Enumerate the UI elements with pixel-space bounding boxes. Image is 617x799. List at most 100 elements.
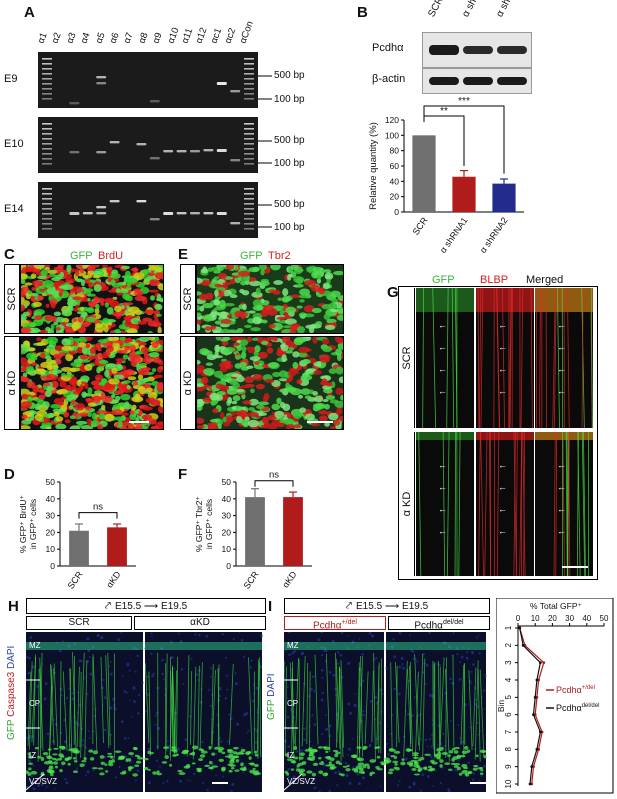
data-point — [535, 678, 539, 682]
data-point — [542, 661, 546, 665]
y-tick-label: 5 — [504, 695, 513, 700]
gel-band — [109, 141, 120, 144]
y-tick-label: 8 — [504, 747, 513, 752]
zone-label: CP — [287, 699, 298, 708]
injection-icon-h: ⤤ — [104, 600, 112, 612]
series-line — [519, 627, 545, 785]
y-axis-label: % GFP⁺ Tbr2⁺ — [194, 495, 204, 552]
y-tick-label: 40 — [390, 176, 400, 186]
gel-band — [190, 212, 200, 215]
arrow-icon: ← — [557, 482, 566, 492]
gel-band — [96, 76, 107, 79]
y-tick-label: 20 — [390, 192, 400, 202]
zone-label: MZ — [287, 641, 299, 650]
row-label-box-e-scr: SCR — [180, 264, 196, 334]
y-axis-label: in GFP⁺ cells — [28, 499, 38, 549]
gel-lane-label: α10 — [165, 26, 182, 45]
panel-label-a: A — [24, 4, 35, 21]
marker-100-e10: 100 bp — [274, 158, 305, 169]
panel-label-g: G — [387, 284, 399, 301]
gel-lane-label: α2 — [50, 31, 65, 45]
gel-band — [149, 100, 160, 103]
micrograph-c-kd — [20, 336, 164, 430]
y-tick-label: 100 — [385, 130, 399, 140]
gel-band — [96, 212, 107, 215]
gel-lane-label: α1 — [35, 31, 50, 45]
g-col-gfp: GFP — [432, 274, 455, 286]
arrow-icon: ← — [438, 386, 447, 396]
gel-lane-label: α7 — [122, 31, 137, 45]
stain-gfp-e: GFP — [240, 250, 263, 262]
western-blot-actin — [422, 68, 532, 94]
data-point — [530, 765, 534, 769]
y-tick-label: 0 — [226, 561, 231, 571]
data-point — [521, 643, 525, 647]
bar — [69, 530, 89, 566]
stain-gfp-c: GFP — [70, 250, 93, 262]
data-point — [538, 661, 542, 665]
marker-100-e14: 100 bp — [274, 222, 305, 233]
y-tick-label: 10 — [46, 544, 56, 554]
arrow-icon: ← — [557, 364, 566, 374]
blot-col-shrna2: α shRNA2 — [494, 0, 525, 19]
i-col-homo: Pcdhαdel/del — [388, 616, 490, 631]
injection-icon-i: ⤤ — [345, 600, 353, 612]
i-col-het: Pcdhα+/del — [284, 616, 386, 631]
row-label-box-c-scr: SCR — [4, 264, 20, 334]
timeline-i: ⤤ E15.5 ⟶ E19.5 — [284, 598, 490, 614]
gel-band — [230, 222, 241, 225]
y-tick-label: 0 — [50, 561, 55, 571]
x-tick-label: α shRNA2 — [478, 215, 510, 255]
row-label-box-g-kd: α KD — [400, 432, 415, 576]
gel-lane-label: α8 — [136, 31, 151, 45]
micrograph-i: MZ CP IZ VZ/SVZ — [284, 632, 487, 792]
micrograph-c-scr — [20, 264, 164, 334]
gel-band — [176, 150, 187, 153]
gel-band — [96, 206, 107, 209]
legend-item: Pcdhαdel/del — [556, 703, 599, 713]
western-blot-pcdh — [422, 32, 532, 68]
ns-label: ns — [93, 502, 103, 513]
y-tick-label: 3 — [504, 660, 513, 665]
panel-g-frame — [398, 286, 598, 580]
blot-row-actin: β-actin — [372, 73, 406, 85]
gel-band — [69, 151, 80, 154]
x-tick-label: 50 — [600, 614, 609, 623]
marker-100-e9: 100 bp — [274, 94, 305, 105]
gel-band — [82, 212, 93, 215]
gel-band — [163, 212, 174, 215]
y-tick-label: 6 — [504, 712, 513, 717]
y-tick-label: 40 — [46, 494, 56, 504]
y-tick-label: 2 — [504, 643, 513, 648]
panel-label-e: E — [178, 246, 189, 263]
micrograph-g: ← ← ← ← ← ← ← ← ← ← ← ← ← ← ← ← ← ← ← ← ← ← ← ← — [416, 288, 593, 576]
legend-item: Pcdhα+/del — [556, 685, 595, 695]
marker-500-e10: 500 bp — [274, 135, 305, 146]
gel-band — [176, 212, 187, 215]
gel-row-e9: E9 — [4, 73, 18, 85]
x-tick-label: 10 — [531, 614, 540, 623]
y-tick-label: 50 — [222, 477, 232, 487]
y-axis-label: % GFP⁺ BrdU⁺ — [18, 494, 28, 553]
zone-label: MZ — [29, 641, 41, 650]
arrow-icon: ← — [498, 504, 507, 514]
y-tick-label: 20 — [46, 527, 56, 537]
y-tick-label: 30 — [46, 511, 56, 521]
y-axis-label: Relative quantity (%) — [368, 122, 379, 210]
chart-b: 0 20 40 60 80 100 120 SCR α shRNA1 α shRNA2 Relati… — [368, 96, 524, 255]
gel-band — [216, 82, 227, 85]
bar — [452, 176, 476, 212]
timeline-h-text: E15.5 ⟶ E19.5 — [115, 601, 188, 612]
row-label-box-e-kd: α KD — [180, 336, 196, 430]
blot-row-pcdh: Pcdhα — [372, 42, 404, 54]
gel-band — [216, 149, 227, 152]
row-label-g-kd: α KD — [401, 491, 413, 517]
x-tick-label: αKD — [280, 569, 299, 590]
y-tick-label: 9 — [504, 764, 513, 769]
y-axis-label: in GFP⁺ cells — [204, 499, 214, 549]
data-point — [518, 626, 522, 630]
y-tick-label: 50 — [46, 477, 56, 487]
significance-marker: ** — [440, 106, 448, 117]
data-point — [535, 747, 539, 751]
zone-label: CP — [29, 699, 40, 708]
